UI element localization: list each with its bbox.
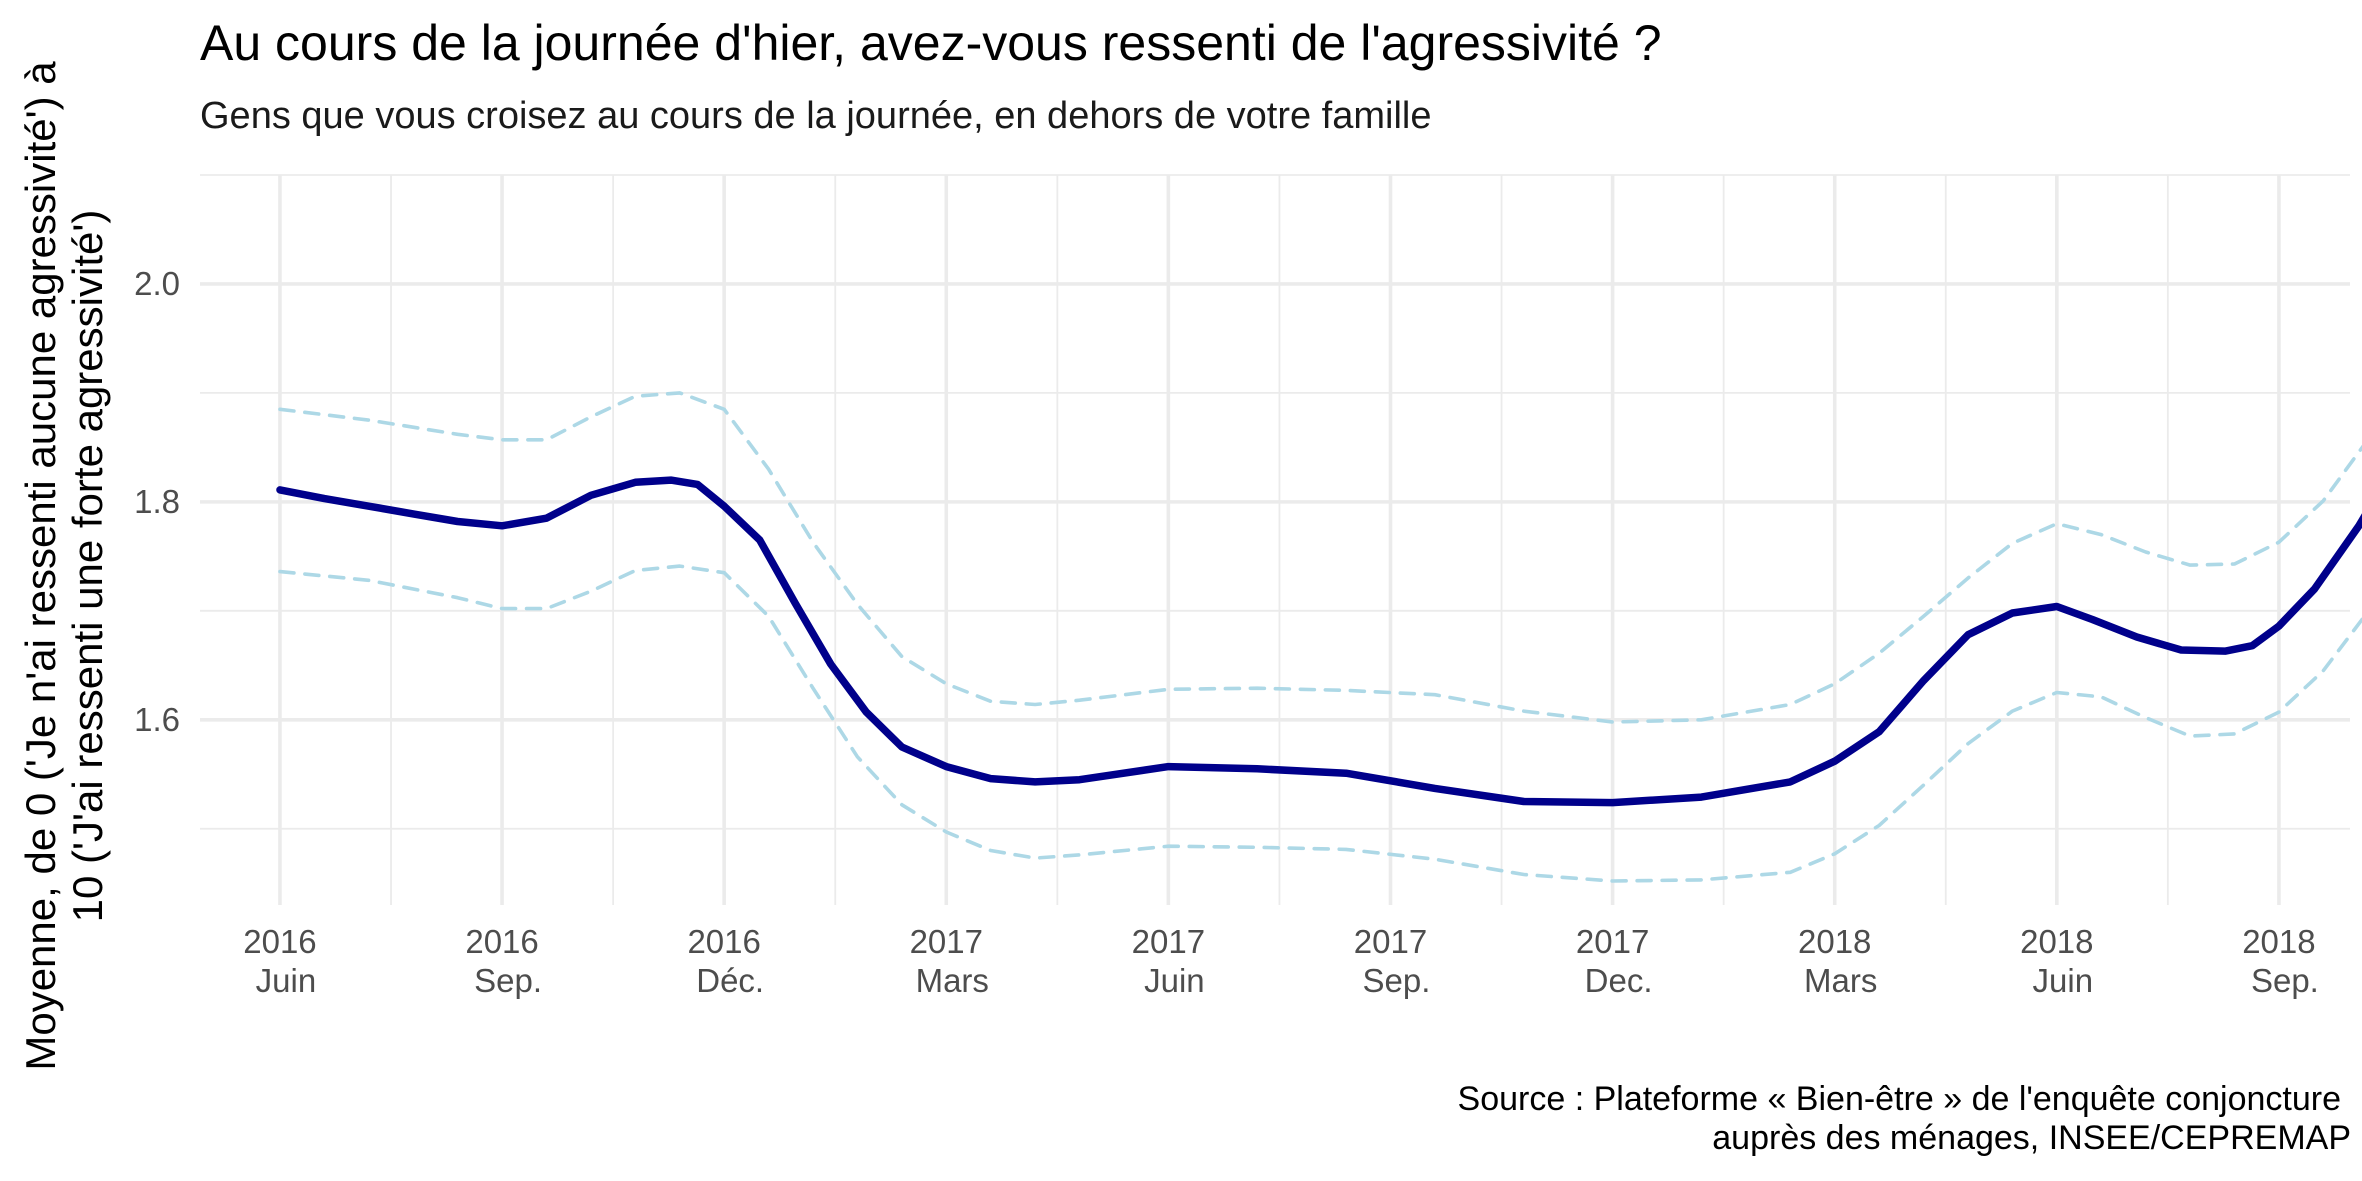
mean-line: [276, 476, 2362, 807]
x-tick-label: Sep.: [1363, 962, 1431, 999]
x-tick-label: Déc.: [696, 962, 764, 999]
x-tick-year: 2018: [2020, 923, 2093, 960]
y-tick-label: 1.8: [134, 483, 180, 520]
y-tick-label: 2.0: [134, 265, 180, 302]
y-axis-ticks: 1.6 1.8 2.0: [134, 265, 180, 738]
chart-subtitle: Gens que vous croisez au cours de la jou…: [200, 95, 1431, 137]
y-axis-label-line-2: 10 ('J'ai ressenti une forte agressivité…: [64, 210, 111, 923]
x-tick-label: Mars: [916, 962, 989, 999]
x-tick-label: Dec.: [1585, 962, 1653, 999]
upper-bound-line: [278, 391, 2362, 724]
x-tick-year: 2016: [687, 923, 760, 960]
gridlines: [200, 174, 2350, 905]
y-axis-label-line-1: Moyenne, de 0 ('Je n'ai ressenti aucune …: [17, 61, 64, 1071]
x-tick-year: 2018: [2242, 923, 2315, 960]
x-tick-year: 2017: [1354, 923, 1427, 960]
x-tick-label: Juin: [2033, 962, 2094, 999]
x-tick-label: Juin: [256, 962, 317, 999]
x-tick-year: 2017: [910, 923, 983, 960]
x-tick-year: 2017: [1576, 923, 1649, 960]
x-tick-year: 2017: [1132, 923, 1205, 960]
lower-bound-line: [278, 564, 2362, 883]
x-tick-year: 2016: [243, 923, 316, 960]
x-tick-label: Juin: [1144, 962, 1205, 999]
y-tick-label: 1.6: [134, 701, 180, 738]
caption-line-2: auprès des ménages, INSEE/CEPREMAP: [1712, 1119, 2351, 1157]
x-tick-year: 2016: [465, 923, 538, 960]
x-tick-year: 2018: [1798, 923, 1871, 960]
series-lines: [276, 391, 2362, 883]
y-axis-label: Moyenne, de 0 ('Je n'ai ressenti aucune …: [17, 61, 111, 1071]
x-tick-label: Mars: [1804, 962, 1877, 999]
x-axis-ticks: 2016Juin2016Sep.2016Déc.2017Mars2017Juin…: [243, 923, 2319, 999]
caption-line-1: Source : Plateforme « Bien-être » de l'e…: [1458, 1080, 2341, 1118]
x-tick-label: Sep.: [474, 962, 542, 999]
x-tick-label: Sep.: [2251, 962, 2319, 999]
chart-title: Au cours de la journée d'hier, avez-vous…: [200, 15, 1662, 71]
